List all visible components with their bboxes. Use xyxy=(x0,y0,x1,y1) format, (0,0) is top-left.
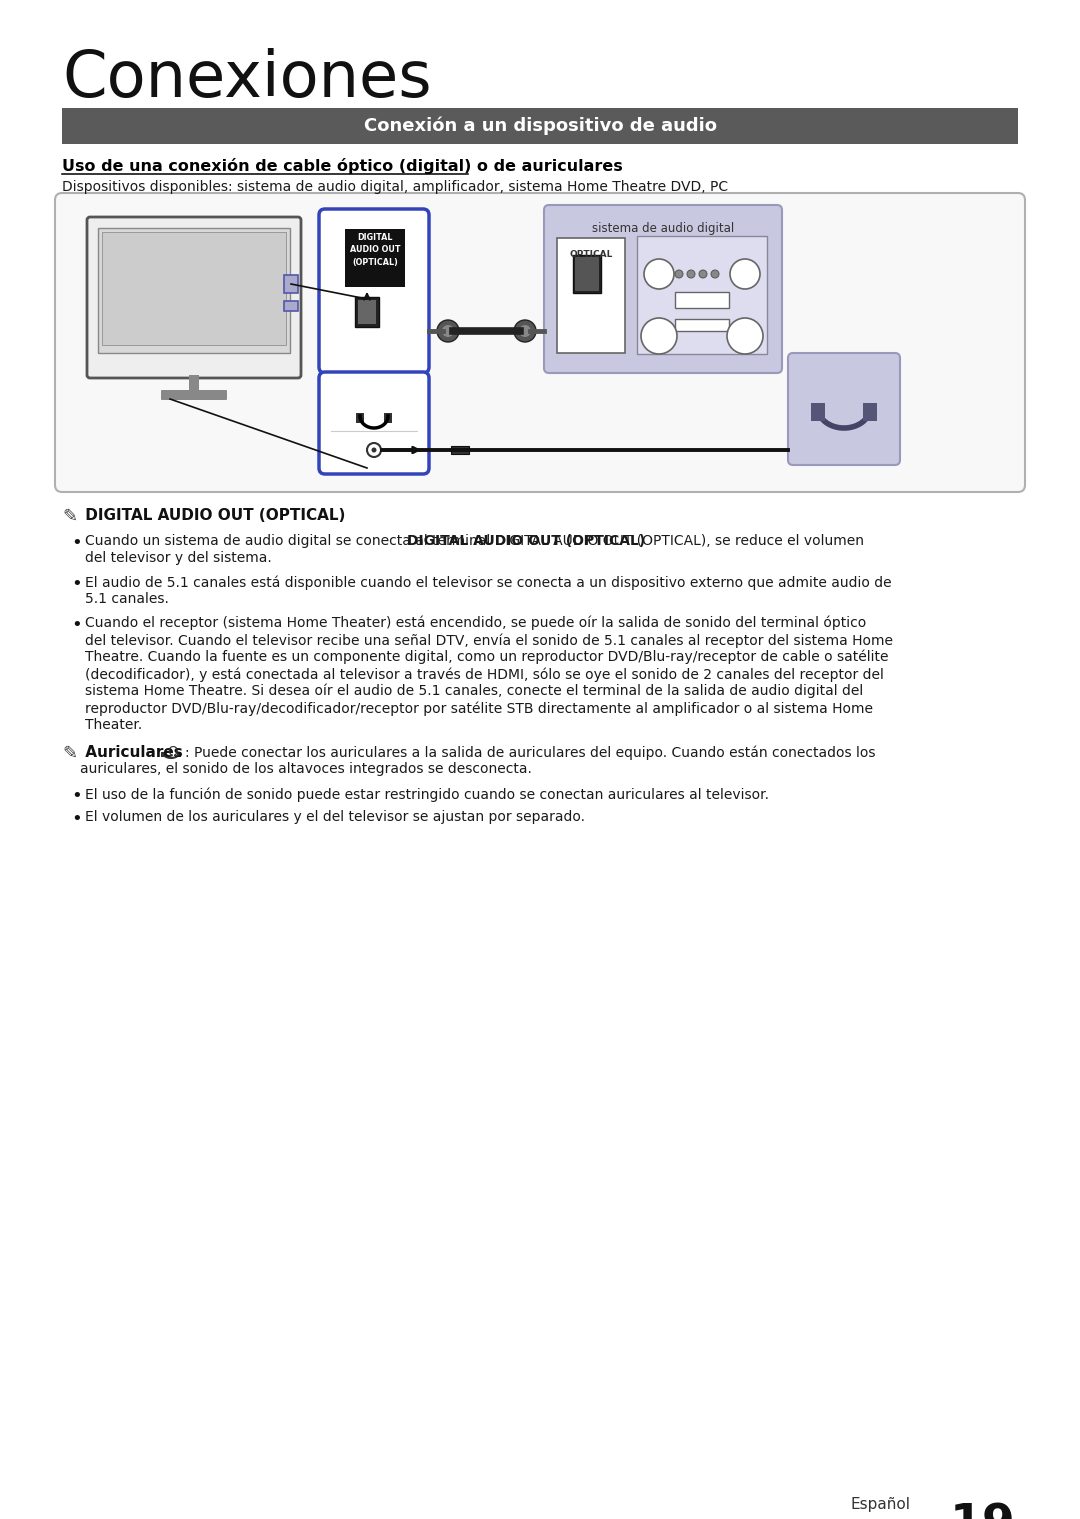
Text: del televisor. Cuando el televisor recibe una señal DTV, envía el sonido de 5.1 : del televisor. Cuando el televisor recib… xyxy=(85,633,893,647)
Text: 19: 19 xyxy=(949,1502,1015,1519)
Text: sistema de audio digital: sistema de audio digital xyxy=(592,222,734,235)
Bar xyxy=(357,299,376,324)
Circle shape xyxy=(699,270,707,278)
Bar xyxy=(62,108,1018,144)
Text: Cuando un sistema de audio digital se conecta al terminal DIGITAL AUDIO OUT (OPT: Cuando un sistema de audio digital se co… xyxy=(85,535,864,548)
FancyBboxPatch shape xyxy=(161,390,227,399)
Bar xyxy=(102,232,286,345)
FancyBboxPatch shape xyxy=(575,257,599,292)
Text: •: • xyxy=(71,535,82,551)
Bar xyxy=(355,298,379,327)
Circle shape xyxy=(367,444,381,457)
Circle shape xyxy=(675,270,683,278)
Text: DIGITAL AUDIO OUT (OPTICAL): DIGITAL AUDIO OUT (OPTICAL) xyxy=(80,507,346,523)
Circle shape xyxy=(687,270,696,278)
Text: Conexiones: Conexiones xyxy=(62,49,432,109)
Text: 5.1 canales.: 5.1 canales. xyxy=(85,592,168,606)
Text: ✎: ✎ xyxy=(62,507,77,526)
Text: •: • xyxy=(71,810,82,828)
Bar xyxy=(189,375,199,390)
Bar xyxy=(675,319,729,331)
Text: ✎: ✎ xyxy=(62,744,77,763)
Text: (decodificador), y está conectada al televisor a través de HDMI, sólo se oye el : (decodificador), y está conectada al tel… xyxy=(85,667,883,682)
Text: Cuando el receptor (sistema Home Theater) está encendido, se puede oír la salida: Cuando el receptor (sistema Home Theater… xyxy=(85,617,866,630)
Text: El uso de la función de sonido puede estar restringido cuando se conectan auricu: El uso de la función de sonido puede est… xyxy=(85,787,769,802)
Bar xyxy=(451,447,469,454)
FancyBboxPatch shape xyxy=(319,372,429,474)
Bar xyxy=(98,228,291,352)
Text: Español: Español xyxy=(850,1498,910,1511)
Circle shape xyxy=(437,321,459,342)
FancyBboxPatch shape xyxy=(788,352,900,465)
Bar xyxy=(573,255,600,293)
Text: El volumen de los auriculares y el del televisor se ajustan por separado.: El volumen de los auriculares y el del t… xyxy=(85,810,585,823)
Bar xyxy=(284,301,298,311)
Circle shape xyxy=(642,317,677,354)
FancyBboxPatch shape xyxy=(319,210,429,374)
FancyBboxPatch shape xyxy=(55,193,1025,492)
Bar xyxy=(675,292,729,308)
Circle shape xyxy=(372,448,377,453)
Bar xyxy=(637,235,767,354)
Text: •: • xyxy=(71,576,82,592)
Circle shape xyxy=(514,321,536,342)
Circle shape xyxy=(442,325,454,337)
Bar xyxy=(863,403,877,421)
Bar xyxy=(161,752,165,756)
Bar xyxy=(811,403,825,421)
Text: del televisor y del sistema.: del televisor y del sistema. xyxy=(85,551,272,565)
Text: •: • xyxy=(71,787,82,805)
Circle shape xyxy=(727,317,762,354)
Text: Uso de una conexión de cable óptico (digital) o de auriculares: Uso de una conexión de cable óptico (dig… xyxy=(62,158,623,175)
Bar xyxy=(284,275,298,293)
Text: Auriculares: Auriculares xyxy=(80,744,188,760)
Bar xyxy=(557,238,625,352)
Bar xyxy=(356,413,364,422)
Text: auriculares, el sonido de los altavoces integrados se desconecta.: auriculares, el sonido de los altavoces … xyxy=(80,763,531,776)
Text: sistema Home Theatre. Si desea oír el audio de 5.1 canales, conecte el terminal : sistema Home Theatre. Si desea oír el au… xyxy=(85,684,863,699)
Circle shape xyxy=(711,270,719,278)
FancyBboxPatch shape xyxy=(544,205,782,374)
Text: Theatre. Cuando la fuente es un componente digital, como un reproductor DVD/Blu-: Theatre. Cuando la fuente es un componen… xyxy=(85,650,889,664)
Bar xyxy=(177,752,181,756)
Text: Ω: Ω xyxy=(167,744,178,760)
Bar xyxy=(345,229,405,287)
Circle shape xyxy=(730,260,760,289)
Circle shape xyxy=(644,260,674,289)
Text: Theater.: Theater. xyxy=(85,718,143,732)
Text: El audio de 5.1 canales está disponible cuando el televisor se conecta a un disp: El audio de 5.1 canales está disponible … xyxy=(85,576,892,589)
Text: •: • xyxy=(71,617,82,633)
Text: Dispositivos disponibles: sistema de audio digital, amplificador, sistema Home T: Dispositivos disponibles: sistema de aud… xyxy=(62,179,728,194)
Text: DIGITAL
AUDIO OUT
(OPTICAL): DIGITAL AUDIO OUT (OPTICAL) xyxy=(350,232,401,267)
Bar xyxy=(384,413,392,422)
Text: : Puede conectar los auriculares a la salida de auriculares del equipo. Cuando e: : Puede conectar los auriculares a la sa… xyxy=(185,744,876,760)
Text: DIGITAL AUDIO OUT (OPTICAL): DIGITAL AUDIO OUT (OPTICAL) xyxy=(407,535,645,548)
Text: reproductor DVD/Blu-ray/decodificador/receptor por satélite STB directamente al : reproductor DVD/Blu-ray/decodificador/re… xyxy=(85,700,873,715)
FancyBboxPatch shape xyxy=(87,217,301,378)
Circle shape xyxy=(519,325,531,337)
Text: Conexión a un dispositivo de audio: Conexión a un dispositivo de audio xyxy=(364,117,716,135)
Text: OPTICAL: OPTICAL xyxy=(569,251,612,260)
